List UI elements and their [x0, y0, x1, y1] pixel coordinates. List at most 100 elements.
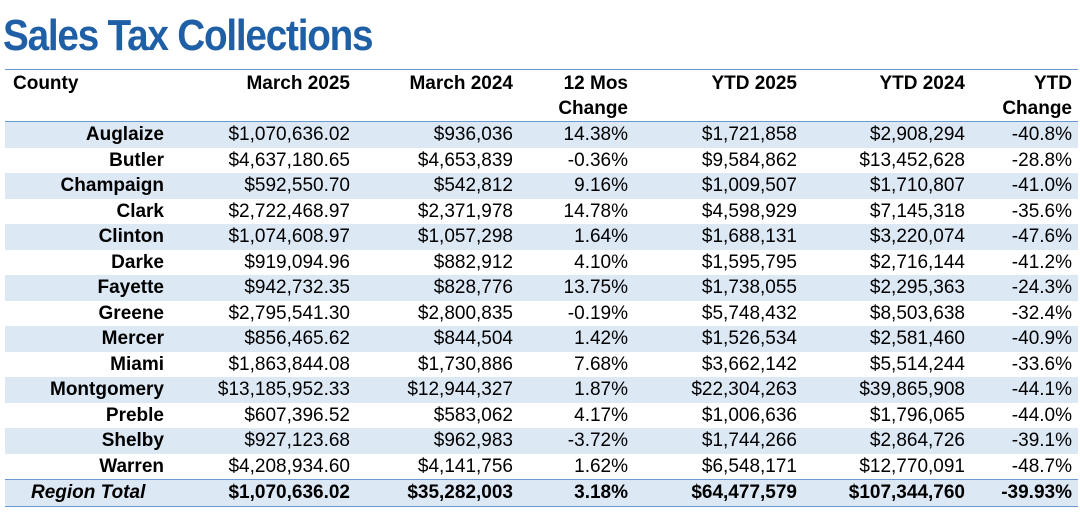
cell-ytd-2024: $3,220,074	[803, 224, 971, 250]
cell-county: Butler	[5, 147, 170, 173]
cell-county: Shelby	[5, 428, 170, 454]
cell-ytd-change: -28.8%	[971, 147, 1078, 173]
cell-ytd-change: -41.2%	[971, 249, 1078, 275]
cell-12mos-change: 4.10%	[519, 249, 634, 275]
cell-ytd-change: -40.8%	[971, 121, 1078, 148]
cell-ytd-2025: $1,595,795	[634, 249, 803, 275]
table-row: Champaign $592,550.70 $542,812 9.16% $1,…	[5, 173, 1078, 199]
table-row: Preble $607,396.52 $583,062 4.17% $1,006…	[5, 402, 1078, 428]
table-row: Mercer $856,465.62 $844,504 1.42% $1,526…	[5, 326, 1078, 352]
cell-march-2024: $1,730,886	[356, 351, 519, 377]
cell-march-2024: $844,504	[356, 326, 519, 352]
cell-ytd-2025: $1,721,858	[634, 121, 803, 148]
cell-ytd-change: -48.7%	[971, 453, 1078, 480]
cell-ytd-change: -32.4%	[971, 300, 1078, 326]
header-ytd-change-line2: Change	[1002, 98, 1072, 119]
table-row: Butler $4,637,180.65 $4,653,839 -0.36% $…	[5, 147, 1078, 173]
cell-12mos-change: 14.38%	[519, 121, 634, 148]
cell-12mos-change: -0.19%	[519, 300, 634, 326]
cell-county: Miami	[5, 351, 170, 377]
header-row: County March 2025 March 2024 12 Mos Chang…	[5, 69, 1078, 122]
cell-ytd-2024: $2,295,363	[803, 275, 971, 301]
header-march-2024: March 2024	[356, 69, 519, 122]
cell-ytd-2025: $22,304,263	[634, 377, 803, 403]
cell-county: Champaign	[5, 173, 170, 199]
cell-march-2024: $1,057,298	[356, 224, 519, 250]
total-ytd-change: -39.93%	[971, 479, 1078, 507]
cell-ytd-2024: $39,865,908	[803, 377, 971, 403]
cell-ytd-2024: $2,864,726	[803, 428, 971, 454]
table-row: Clinton $1,074,608.97 $1,057,298 1.64% $…	[5, 224, 1078, 250]
table-row: Shelby $927,123.68 $962,983 -3.72% $1,74…	[5, 428, 1078, 454]
cell-march-2024: $936,036	[356, 121, 519, 148]
cell-march-2024: $12,944,327	[356, 377, 519, 403]
total-row: Region Total $1,070,636.02 $35,282,003 3…	[5, 479, 1078, 507]
cell-12mos-change: 9.16%	[519, 173, 634, 199]
cell-ytd-2025: $1,688,131	[634, 224, 803, 250]
header-ytd-change: YTD Change	[971, 69, 1078, 122]
header-12mos-change-line2: Change	[558, 98, 628, 119]
cell-12mos-change: -0.36%	[519, 147, 634, 173]
cell-12mos-change: 7.68%	[519, 351, 634, 377]
page-title: Sales Tax Collections	[3, 11, 374, 60]
total-label: Region Total	[5, 479, 170, 507]
cell-ytd-change: -35.6%	[971, 198, 1078, 224]
total-march-2024: $35,282,003	[356, 479, 519, 507]
total-ytd-2025: $64,477,579	[634, 479, 803, 507]
cell-county: Clinton	[5, 224, 170, 250]
header-ytd-change-line1: YTD	[1034, 73, 1072, 94]
cell-march-2025: $856,465.62	[170, 326, 356, 352]
total-ytd-2024: $107,344,760	[803, 479, 971, 507]
cell-county: Mercer	[5, 326, 170, 352]
cell-ytd-2024: $5,514,244	[803, 351, 971, 377]
cell-ytd-2025: $3,662,142	[634, 351, 803, 377]
cell-march-2025: $592,550.70	[170, 173, 356, 199]
cell-county: Preble	[5, 402, 170, 428]
cell-ytd-2025: $1,009,507	[634, 173, 803, 199]
total-march-2025: $1,070,636.02	[170, 479, 356, 507]
cell-march-2025: $1,070,636.02	[170, 121, 356, 148]
cell-county: Darke	[5, 249, 170, 275]
total-12mos-change: 3.18%	[519, 479, 634, 507]
cell-march-2025: $13,185,952.33	[170, 377, 356, 403]
cell-march-2025: $4,208,934.60	[170, 453, 356, 480]
table-row: Greene $2,795,541.30 $2,800,835 -0.19% $…	[5, 300, 1078, 326]
cell-march-2024: $4,141,756	[356, 453, 519, 480]
cell-county: Montgomery	[5, 377, 170, 403]
cell-12mos-change: 13.75%	[519, 275, 634, 301]
cell-ytd-change: -47.6%	[971, 224, 1078, 250]
cell-march-2025: $942,732.35	[170, 275, 356, 301]
cell-ytd-2025: $1,744,266	[634, 428, 803, 454]
cell-ytd-2025: $5,748,432	[634, 300, 803, 326]
cell-march-2025: $4,637,180.65	[170, 147, 356, 173]
cell-12mos-change: -3.72%	[519, 428, 634, 454]
cell-ytd-change: -44.1%	[971, 377, 1078, 403]
cell-12mos-change: 1.87%	[519, 377, 634, 403]
cell-ytd-2025: $4,598,929	[634, 198, 803, 224]
cell-march-2024: $882,912	[356, 249, 519, 275]
cell-county: Auglaize	[5, 121, 170, 148]
header-ytd-2025: YTD 2025	[634, 69, 803, 122]
cell-ytd-2024: $13,452,628	[803, 147, 971, 173]
cell-ytd-2025: $9,584,862	[634, 147, 803, 173]
cell-ytd-change: -24.3%	[971, 275, 1078, 301]
cell-march-2024: $542,812	[356, 173, 519, 199]
cell-12mos-change: 14.78%	[519, 198, 634, 224]
cell-march-2024: $962,983	[356, 428, 519, 454]
cell-county: Greene	[5, 300, 170, 326]
cell-ytd-2024: $1,796,065	[803, 402, 971, 428]
cell-march-2025: $2,722,468.97	[170, 198, 356, 224]
cell-ytd-2025: $1,006,636	[634, 402, 803, 428]
cell-ytd-2025: $1,738,055	[634, 275, 803, 301]
cell-march-2025: $607,396.52	[170, 402, 356, 428]
header-ytd-2024: YTD 2024	[803, 69, 971, 122]
cell-county: Fayette	[5, 275, 170, 301]
cell-12mos-change: 4.17%	[519, 402, 634, 428]
cell-12mos-change: 1.42%	[519, 326, 634, 352]
cell-ytd-2024: $2,908,294	[803, 121, 971, 148]
table-row: Montgomery $13,185,952.33 $12,944,327 1.…	[5, 377, 1078, 403]
header-12mos-change: 12 Mos Change	[519, 69, 634, 122]
cell-march-2025: $919,094.96	[170, 249, 356, 275]
header-12mos-change-line1: 12 Mos	[563, 73, 628, 94]
cell-ytd-2025: $6,548,171	[634, 453, 803, 480]
